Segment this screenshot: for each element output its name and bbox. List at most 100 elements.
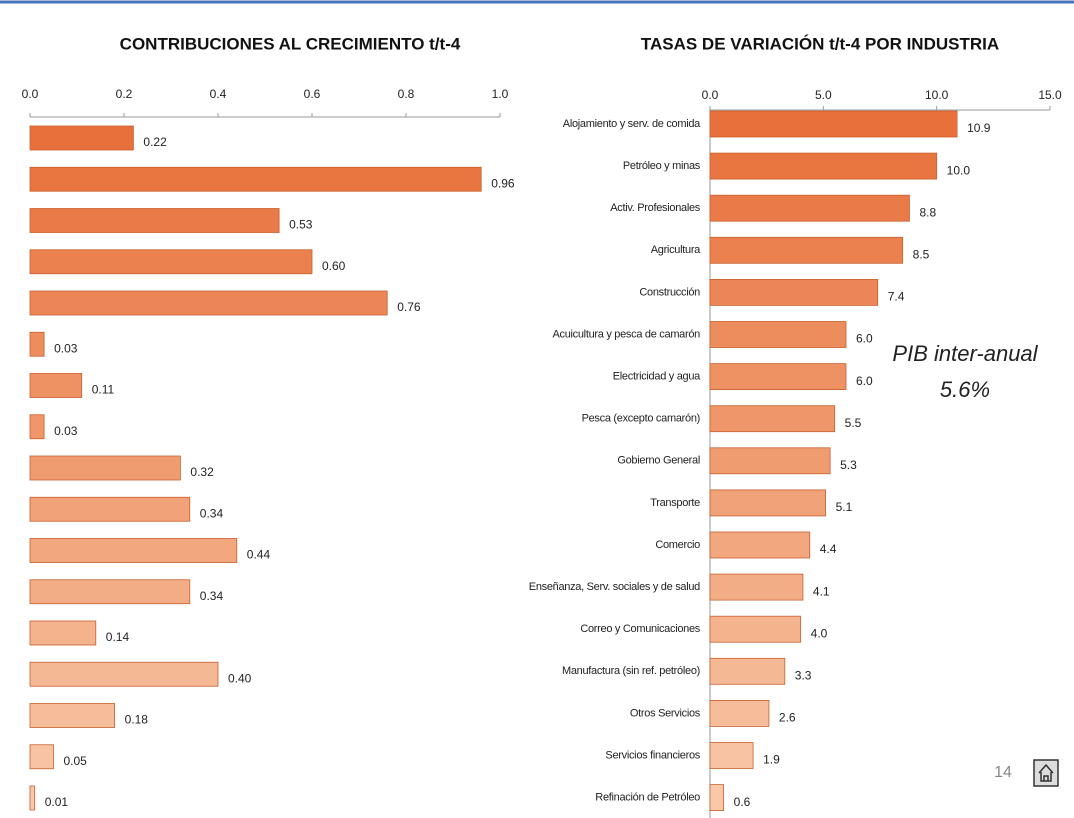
bar xyxy=(710,237,903,263)
bar xyxy=(710,111,957,137)
slide: 14 CONTRIBUCIONES AL CRECIMIENTO t/t-4 0.… xyxy=(0,0,1074,818)
bar xyxy=(30,374,82,398)
value-label: 0.44 xyxy=(247,548,271,562)
bar xyxy=(710,195,909,221)
value-label: 5.5 xyxy=(845,416,862,430)
bar xyxy=(30,745,54,769)
value-label: 0.22 xyxy=(143,135,167,149)
bar xyxy=(30,332,44,356)
value-label: 6.0 xyxy=(856,332,873,346)
x-tick-label: 10.0 xyxy=(925,88,949,102)
page-number: 14 xyxy=(994,764,1012,781)
chart-title: CONTRIBUCIONES AL CRECIMIENTO t/t-4 xyxy=(120,34,461,53)
x-tick-label: 15.0 xyxy=(1038,88,1062,102)
value-label: 6.0 xyxy=(856,374,873,388)
y-tick-label: Pesca (excepto camarón) xyxy=(582,413,700,425)
bar xyxy=(710,406,835,432)
y-tick-label: Refinación de Petróleo xyxy=(595,792,700,804)
value-label: 1.9 xyxy=(763,753,780,767)
chart-title: TASAS DE VARIACIÓN t/t-4 POR INDUSTRIA xyxy=(641,34,999,53)
value-label: 0.60 xyxy=(322,259,346,273)
bar xyxy=(710,532,810,558)
bar xyxy=(30,209,279,233)
bar xyxy=(710,658,785,684)
value-label: 0.34 xyxy=(200,589,224,603)
value-label: 0.76 xyxy=(397,300,421,314)
bar xyxy=(30,250,312,274)
x-tick-label: 0.8 xyxy=(398,87,415,101)
value-label: 8.8 xyxy=(919,205,936,219)
x-tick-label: 1.0 xyxy=(492,87,509,101)
x-tick-label: 0.0 xyxy=(702,88,719,102)
y-tick-label: Otros Servicios xyxy=(630,707,701,719)
bar xyxy=(30,415,44,439)
y-tick-label: Acuicultura y pesca de camarón xyxy=(552,328,700,340)
bar xyxy=(710,616,801,642)
x-tick-label: 0.4 xyxy=(210,87,227,101)
y-tick-label: Comercio xyxy=(655,539,700,551)
bar xyxy=(30,167,481,191)
bar xyxy=(710,153,937,179)
value-label: 0.03 xyxy=(54,341,78,355)
y-tick-label: Electricidad y agua xyxy=(613,371,701,383)
value-label: 0.18 xyxy=(125,713,149,727)
value-label: 7.4 xyxy=(888,290,905,304)
y-tick-label: Activ. Profesionales xyxy=(610,202,701,214)
value-label: 0.14 xyxy=(106,630,130,644)
annotation: PIB inter-anual xyxy=(892,341,1038,366)
y-tick-label: Manufactura (sin ref. petróleo) xyxy=(562,665,700,677)
value-label: 3.3 xyxy=(795,668,812,682)
bar xyxy=(710,322,846,348)
value-label: 0.11 xyxy=(92,383,115,397)
bar xyxy=(30,786,35,810)
value-label: 0.34 xyxy=(200,506,224,520)
y-tick-label: Construcción xyxy=(639,286,700,298)
bar xyxy=(710,490,826,516)
bar xyxy=(30,704,115,728)
x-tick-label: 0.6 xyxy=(304,87,321,101)
bar xyxy=(710,743,753,769)
y-tick-label: Servicios financieros xyxy=(605,749,700,761)
home-button[interactable] xyxy=(1034,760,1058,786)
bar xyxy=(710,700,769,726)
y-tick-label: Alojamiento y serv. de comida xyxy=(563,118,701,130)
y-tick-label: Correo y Comunicaciones xyxy=(580,623,700,635)
bar xyxy=(710,785,724,811)
value-label: 10.0 xyxy=(947,163,971,177)
x-tick-label: 0.0 xyxy=(22,87,39,101)
bar xyxy=(30,456,180,480)
bar xyxy=(710,279,878,305)
value-label: 5.1 xyxy=(836,500,853,514)
bar xyxy=(30,621,96,645)
value-label: 0.32 xyxy=(190,465,214,479)
bar xyxy=(30,291,387,315)
value-label: 4.0 xyxy=(811,626,828,640)
value-label: 10.9 xyxy=(967,121,991,135)
y-tick-label: Petróleo y minas xyxy=(623,160,701,172)
value-label: 0.03 xyxy=(54,424,78,438)
value-label: 4.1 xyxy=(813,584,830,598)
bar xyxy=(30,126,133,150)
bar xyxy=(30,539,237,563)
value-label: 0.6 xyxy=(734,795,751,809)
value-label: 0.53 xyxy=(289,218,313,232)
value-label: 8.5 xyxy=(913,247,930,261)
x-tick-label: 5.0 xyxy=(815,88,832,102)
value-label: 5.3 xyxy=(840,458,857,472)
value-label: 4.4 xyxy=(820,542,837,556)
annotation: 5.6% xyxy=(940,377,990,402)
bar xyxy=(30,497,190,521)
value-label: 0.01 xyxy=(45,795,69,809)
value-label: 0.40 xyxy=(228,671,252,685)
y-tick-label: Agricultura xyxy=(651,244,701,256)
y-tick-label: Transporte xyxy=(650,497,700,509)
bar xyxy=(30,580,190,604)
y-tick-label: Enseñanza, Serv. sociales y de salud xyxy=(529,581,700,593)
bar xyxy=(710,574,803,600)
bar xyxy=(710,364,846,390)
bar xyxy=(30,662,218,686)
y-tick-label: Gobierno General xyxy=(617,455,700,467)
value-label: 0.05 xyxy=(64,754,88,768)
value-label: 0.96 xyxy=(491,176,515,190)
value-label: 2.6 xyxy=(779,711,796,725)
